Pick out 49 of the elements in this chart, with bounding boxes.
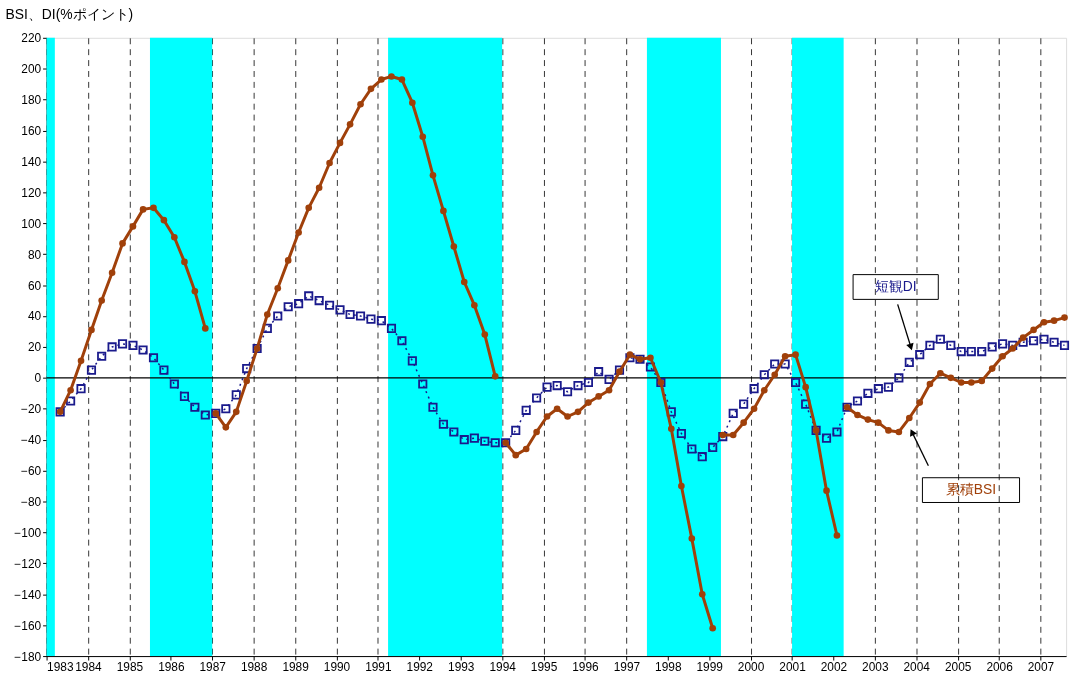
x-tick-label: 2000	[737, 660, 765, 675]
x-tick-label: 1993	[448, 660, 475, 675]
y-tick-label: 100	[21, 216, 42, 231]
y-tick-label: 120	[21, 185, 42, 200]
y-tick-label: 220	[21, 31, 42, 46]
y-tick-label: −120	[14, 556, 42, 571]
y-tick-label: 200	[21, 62, 42, 77]
x-tick-label: 1991	[365, 660, 392, 675]
x-tick-label: 1997	[613, 660, 641, 675]
y-tick-label: −60	[20, 464, 42, 479]
x-tick-label: 2007	[1027, 660, 1055, 675]
y-tick-label: −20	[20, 402, 42, 417]
y-tick-label: −80	[20, 494, 42, 509]
x-tick-label: 1989	[282, 660, 310, 675]
x-tick-label: 2002	[820, 660, 848, 675]
y-tick-label: 20	[27, 340, 42, 355]
x-tick-label: 1983	[47, 660, 74, 675]
x-tick-label: 1986	[158, 660, 185, 675]
x-tick-label: 1995	[530, 660, 558, 675]
y-tick-label: −100	[14, 525, 42, 540]
y-tick-label: 160	[21, 124, 42, 139]
x-tick-label: 2006	[986, 660, 1014, 675]
x-tick-label: 1988	[240, 660, 268, 675]
x-tick-label: 1990	[323, 660, 351, 675]
y-tick-label: 60	[27, 278, 42, 293]
x-tick-label: 2005	[944, 660, 972, 675]
x-tick-label: 1984	[75, 660, 103, 675]
y-tick-label: 80	[27, 247, 42, 262]
y-tick-label: 140	[21, 154, 42, 169]
x-tick-label: 1994	[489, 660, 517, 675]
x-tick-label: 2003	[862, 660, 889, 675]
y-tick-label: −40	[20, 433, 42, 448]
x-tick-label: 1987	[199, 660, 226, 675]
x-tick-label: 2004	[903, 660, 931, 675]
text: 累積BSI	[945, 481, 997, 498]
y-axis-title: BSI、DI(%ポイント)	[5, 6, 134, 23]
x-tick-label: 1998	[655, 660, 682, 675]
x-tick-label: 1996	[572, 660, 599, 675]
y-tick-label: 40	[27, 309, 42, 324]
y-tick-label: −160	[14, 618, 42, 633]
x-tick-label: 1985	[116, 660, 144, 675]
y-tick-label: 0	[34, 371, 42, 386]
text: 短観DI	[874, 277, 917, 294]
y-tick-label: 180	[21, 93, 42, 108]
x-tick-label: 2001	[779, 660, 807, 675]
x-tick-label: 1999	[696, 660, 724, 675]
y-tick-label: −140	[14, 587, 42, 602]
x-tick-label: 1992	[406, 660, 433, 675]
y-tick-label: −180	[14, 649, 42, 664]
